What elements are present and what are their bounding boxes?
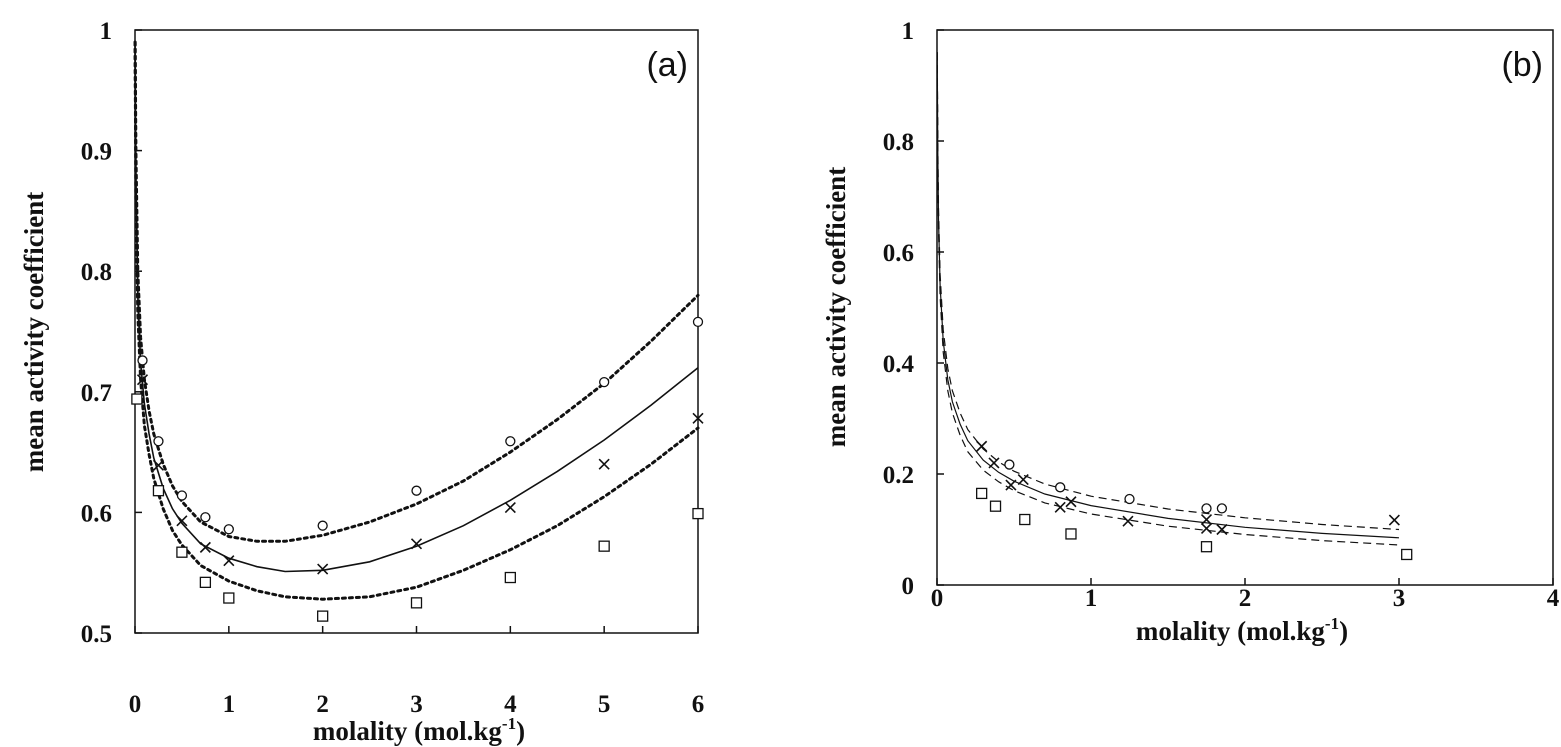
circle-point — [692, 316, 704, 328]
x-tick-label: 1 — [1085, 585, 1098, 612]
circle-point — [137, 355, 148, 366]
cross-point — [692, 412, 704, 424]
square-point — [410, 597, 423, 609]
x-tick-label: 6 — [692, 691, 705, 718]
circle-point — [1055, 482, 1066, 493]
y-tick-label: 0.2 — [883, 462, 914, 489]
panel-b-points — [976, 440, 1413, 561]
y-tick-label: 0.4 — [883, 351, 915, 378]
cross-point — [176, 515, 188, 527]
cross-point — [199, 541, 211, 553]
circle-point — [153, 436, 164, 447]
panel-a-plot-frame — [134, 29, 699, 634]
square-point — [199, 576, 212, 588]
panel-a-y-axis-label: mean activity coefficient — [19, 192, 49, 472]
y-tick-label: 0.6 — [81, 500, 112, 527]
x-tick-label: 0 — [931, 585, 944, 612]
panel-a-label: (a) — [646, 46, 688, 84]
cross-point — [317, 563, 329, 575]
x-tick-label: 3 — [1393, 585, 1406, 612]
panel-a-curves — [133, 40, 700, 601]
square-point — [976, 487, 988, 500]
square-point — [1065, 528, 1077, 540]
circle-point — [317, 520, 328, 531]
x-tick-label: 2 — [1239, 585, 1252, 612]
panel-b-curves — [936, 52, 1400, 546]
panel-b-label: (b) — [1501, 46, 1543, 84]
x-tick-label: 4 — [1547, 585, 1560, 612]
circle-point — [411, 485, 422, 496]
y-tick-label: 1 — [100, 18, 113, 45]
y-tick-label: 0.6 — [883, 240, 914, 267]
y-tick-label: 1 — [902, 18, 915, 45]
curve-solid-1 — [134, 42, 699, 573]
panel-b-chart: 0 1 2 3 4 0 0.2 0.4 0.6 0.8 1 (b) molality (mol.kg… — [821, 18, 1560, 646]
square-point — [317, 610, 329, 622]
x-tick-label: 1 — [223, 691, 236, 718]
x-tick-label: 0 — [129, 691, 142, 718]
curve-dashed-2 — [936, 52, 1400, 546]
square-point — [1401, 548, 1413, 561]
cross-point — [1216, 523, 1228, 536]
panel-b-x-axis-label: molality (mol.kg-1) — [1136, 614, 1348, 646]
square-point — [692, 507, 704, 520]
curve-dotted-2 — [133, 40, 700, 601]
cross-point — [1054, 501, 1066, 513]
x-tick-label: 2 — [316, 691, 329, 718]
cross-point — [1200, 522, 1213, 534]
square-point — [152, 485, 165, 497]
circle-point — [599, 377, 610, 388]
panel-b-y-axis-label: mean activity coefficient — [821, 167, 851, 447]
x-tick-label: 4 — [504, 691, 517, 718]
square-point — [176, 546, 188, 558]
cross-point — [136, 374, 149, 386]
cross-point — [223, 555, 235, 567]
panel-a-chart: 0 1 2 3 4 5 6 0.5 0.6 0.7 0.8 0.9 1 (a) molality (mo… — [19, 18, 704, 746]
cross-point — [1017, 473, 1029, 486]
circle-point — [223, 524, 234, 535]
cross-point — [988, 457, 1000, 469]
circle-point — [1201, 503, 1212, 514]
square-point — [504, 571, 516, 584]
cross-point — [976, 440, 988, 452]
y-tick-label: 0.8 — [883, 129, 914, 156]
circle-point — [200, 512, 211, 523]
square-point — [1200, 541, 1213, 553]
cross-point — [1122, 515, 1134, 527]
cross-point — [152, 459, 165, 471]
y-tick-label: 0.7 — [81, 380, 112, 407]
circle-point — [1004, 459, 1015, 470]
square-point — [223, 592, 235, 604]
cross-point — [598, 458, 610, 470]
square-point — [598, 540, 610, 552]
y-tick-label: 0 — [902, 573, 915, 600]
curve-dotted-0 — [133, 40, 700, 543]
panel-a-x-axis-label: molality (mol.kg-1) — [313, 714, 525, 746]
circle-point — [1216, 503, 1228, 514]
cross-point — [1200, 513, 1213, 526]
x-tick-label: 5 — [598, 691, 611, 718]
panel-b-plot-frame — [936, 29, 1554, 586]
square-point — [989, 500, 1002, 512]
circle-point — [176, 490, 188, 501]
x-tick-label: 3 — [410, 691, 423, 718]
panel-b-ticks: 0 1 2 3 4 0 0.2 0.4 0.6 0.8 1 — [883, 18, 1560, 612]
curve-dashed-0 — [936, 52, 1400, 531]
cross-point — [1065, 496, 1077, 508]
cross-point — [504, 502, 516, 514]
square-point — [1019, 513, 1031, 526]
circle-point — [1124, 493, 1135, 505]
cross-point — [410, 538, 423, 550]
cross-point — [1388, 514, 1400, 526]
panel-a-points — [131, 316, 704, 622]
y-tick-label: 0.8 — [81, 259, 112, 286]
panel-a-ticks: 0 1 2 3 4 5 6 0.5 0.6 0.7 0.8 0.9 1 — [81, 18, 705, 718]
square-point — [131, 393, 143, 405]
circle-point — [505, 436, 516, 447]
cross-point — [1005, 479, 1017, 491]
y-tick-label: 0.5 — [81, 621, 112, 648]
y-tick-label: 0.9 — [81, 139, 112, 166]
